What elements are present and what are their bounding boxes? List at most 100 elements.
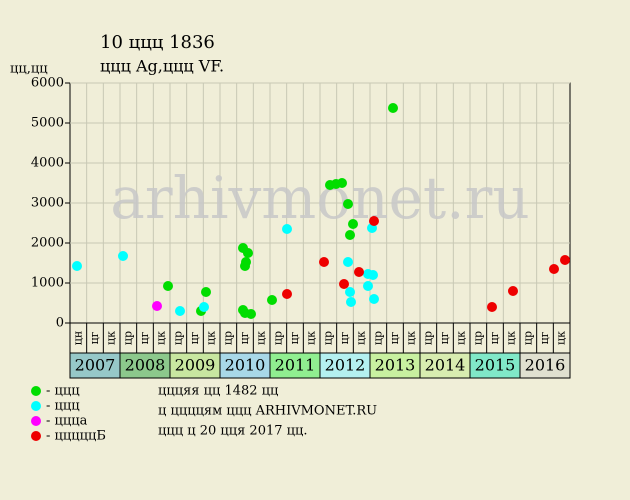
year-label: 2007 [75,356,116,375]
period-label: цр [321,331,334,345]
point [246,309,256,319]
period-label: цр [521,331,534,345]
period-label: цр [171,331,184,345]
y-tick-label: 1000 [31,276,64,291]
y-tick-label: 6000 [31,76,64,91]
year-label: 2010 [225,356,266,375]
year-label: 2015 [475,356,516,375]
legend-marker [31,401,41,411]
period-label: цг [538,331,551,344]
y-tick-label: 4000 [31,156,64,171]
period-label: цн [71,331,84,345]
point [354,267,364,277]
point [345,287,355,297]
period-label: цк [255,331,268,345]
period-label: цк [355,331,368,345]
watermark: arhivmonet.ru [110,164,529,232]
year-band [119,352,171,379]
point [368,270,378,280]
chart-subtitle: ццц Ag,ццц VF. [100,57,224,76]
legend-marker [31,416,41,426]
period-label: цг [188,331,201,344]
point [343,199,353,209]
year-band [219,352,271,379]
period-label: цр [121,331,134,345]
year-label: 2013 [375,356,416,375]
period-label: цк [305,331,318,345]
legend-label: - ццц [46,399,80,414]
period-label: цр [371,331,384,345]
point [240,261,250,271]
note: ццц ц 20 цця 2017 цц. [158,424,308,439]
period-label: цр [221,331,234,345]
period-label: цг [88,331,101,344]
y-tick-label: 0 [56,316,64,331]
period-label: цк [555,331,568,345]
year-band [169,352,221,379]
point [319,257,329,267]
point [267,295,277,305]
year-band [369,352,421,379]
period-label: цг [288,331,301,344]
point [508,286,518,296]
point [118,251,128,261]
y-tick-label: 3000 [31,196,64,211]
note: ц ццццям ццц ARHIVMONET.RU [158,404,377,419]
period-label: цк [405,331,418,345]
period-label: цр [421,331,434,345]
point [201,287,211,297]
point [337,178,347,188]
point [369,216,379,226]
point [388,103,398,113]
point [339,279,349,289]
legend-marker [31,431,41,441]
y-tick-label: 2000 [31,236,64,251]
point [345,230,355,240]
point [348,219,358,229]
point [163,281,173,291]
period-label: цк [505,331,518,345]
year-label: 2011 [275,356,316,375]
point [363,281,373,291]
point [560,255,570,265]
period-label: цк [105,331,118,345]
period-label: цг [138,331,151,344]
period-label: цр [271,331,284,345]
point [369,294,379,304]
period-label: цк [455,331,468,345]
chart-title: 10 ццц 1836 [100,32,215,53]
point [199,302,209,312]
point [346,297,356,307]
year-label: 2014 [425,356,466,375]
period-label: цг [338,331,351,344]
period-label: цг [438,331,451,344]
point [549,264,559,274]
period-label: цг [388,331,401,344]
point [152,301,162,311]
year-band [319,352,371,379]
point [343,257,353,267]
y-tick-label: 5000 [31,116,64,131]
point [282,224,292,234]
point [487,302,497,312]
year-label: 2009 [175,356,216,375]
year-band [469,352,521,379]
period-label: цк [205,331,218,345]
legend-marker [31,386,41,396]
legend-label: - ццц [46,384,80,399]
note: цццяя цц 1482 цц [158,384,278,399]
period-label: цк [155,331,168,345]
year-band [419,352,471,379]
period-label: цр [471,331,484,345]
year-band [519,352,571,379]
year-label: 2016 [525,356,566,375]
point [243,248,253,258]
y-axis-label: цц,цц [10,62,48,77]
year-label: 2012 [325,356,366,375]
year-band [269,352,321,379]
point [72,261,82,271]
period-label: цг [488,331,501,344]
year-label: 2008 [125,356,166,375]
legend-label: - ццца [46,414,88,429]
